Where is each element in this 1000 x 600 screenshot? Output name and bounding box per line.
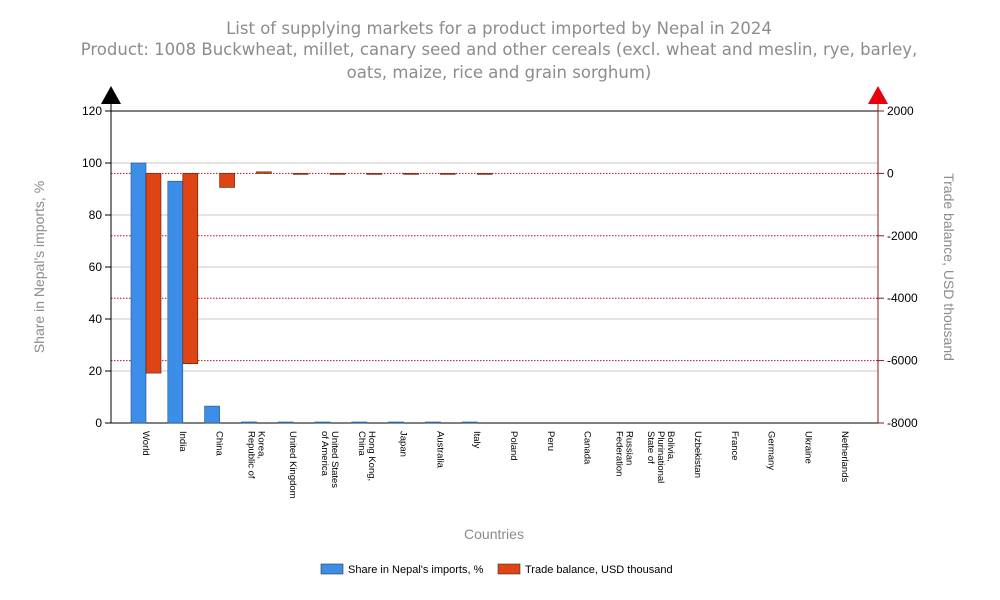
bar-trade-balance: [182, 173, 199, 365]
legend-swatch-share: [320, 563, 344, 575]
bar-share: [167, 180, 184, 424]
left-axis-arrow-icon: [101, 86, 121, 104]
right-tick-label: -2000: [887, 229, 918, 243]
bar-share: [461, 421, 478, 424]
bar-share: [241, 421, 257, 424]
chart-subtitle-line-2: oats, maize, rice and grain sorghum): [347, 63, 652, 82]
bar-share: [204, 405, 220, 424]
bar-share: [425, 421, 441, 424]
bar-share: [314, 421, 331, 424]
left-tick-label: 100: [82, 156, 102, 170]
bar-trade-balance: [145, 173, 162, 374]
category-label: of America: [319, 431, 330, 477]
bar-trade-balance: [440, 173, 456, 175]
grid: [111, 162, 878, 372]
category-label: Hong Kong,: [366, 431, 377, 481]
category-label: Poland: [508, 431, 519, 461]
legend: Share in Nepal's imports, % Trade balanc…: [320, 563, 673, 576]
legend-label-trade-balance: Trade balance, USD thousand: [525, 564, 673, 576]
category-label: United States: [329, 431, 340, 488]
category-label: China: [356, 431, 367, 457]
axes: [101, 86, 888, 424]
category-label: Canada: [582, 431, 593, 465]
category-labels: World India China Korea,Republic of United K…: [140, 431, 850, 499]
category-label: Germany: [766, 431, 777, 470]
category-label: United Kingdom: [287, 431, 298, 499]
left-axis-ticks: 0 20 40 60 80 100 120: [82, 104, 111, 430]
category-label: Ukraine: [802, 431, 813, 464]
chart-title: List of supplying markets for a product …: [226, 19, 772, 38]
left-tick-label: 0: [95, 416, 102, 430]
x-axis-title: Countries: [464, 526, 524, 542]
right-axis-ticks: -8000 -6000 -4000 -2000 0 2000: [878, 104, 918, 430]
category-label: Peru: [545, 431, 556, 451]
category-label: Uzbekistan: [692, 431, 703, 478]
left-tick-label: 40: [89, 312, 103, 326]
bar-trade-balance: [292, 173, 309, 175]
legend-swatch-trade-balance: [497, 563, 521, 575]
bar-trade-balance: [476, 173, 493, 175]
bar-trade-balance: [219, 173, 235, 188]
left-tick-label: 20: [89, 364, 103, 378]
right-tick-label: -8000: [887, 416, 918, 430]
right-tick-label: -6000: [887, 354, 918, 368]
category-label: Korea,: [255, 431, 266, 459]
bar-share: [388, 421, 404, 424]
bar-share: [351, 421, 368, 424]
bar-trade-balance: [329, 173, 346, 175]
category-label: Republic of: [245, 431, 256, 479]
right-tick-label: -4000: [887, 291, 918, 305]
right-tick-label: 2000: [887, 104, 914, 118]
bars: [130, 162, 493, 424]
category-label: Japan: [398, 431, 409, 457]
left-tick-label: 80: [89, 208, 103, 222]
right-tick-label: 0: [887, 166, 894, 180]
category-label: Federation: [613, 431, 624, 476]
bar-trade-balance: [366, 173, 383, 175]
category-label: China: [214, 431, 225, 457]
category-label: France: [729, 431, 740, 461]
left-tick-label: 120: [82, 104, 102, 118]
category-label: World: [140, 431, 151, 456]
chart-title-group: List of supplying markets for a product …: [81, 19, 918, 82]
category-label: Italy: [471, 431, 482, 449]
y-axis-left-title: Share in Nepal's imports, %: [31, 181, 47, 353]
bar-share: [277, 421, 294, 424]
bar-trade-balance: [256, 171, 272, 174]
category-label: Russian: [623, 431, 634, 465]
y-axis-right-title: Trade balance, USD thousand: [941, 173, 957, 361]
right-axis-arrow-icon: [868, 86, 888, 104]
bar-share: [130, 162, 147, 424]
chart-subtitle-line-1: Product: 1008 Buckwheat, millet, canary …: [81, 40, 918, 59]
legend-label-share: Share in Nepal's imports, %: [348, 564, 484, 576]
category-label: Australia: [434, 431, 445, 469]
category-label: Bolivia,: [665, 431, 676, 462]
category-label: State of: [645, 431, 656, 464]
bar-trade-balance: [403, 173, 419, 175]
left-tick-label: 60: [89, 260, 103, 274]
category-label: Plurinational: [655, 431, 666, 483]
category-label: Netherlands: [839, 431, 850, 482]
category-label: India: [177, 431, 188, 452]
